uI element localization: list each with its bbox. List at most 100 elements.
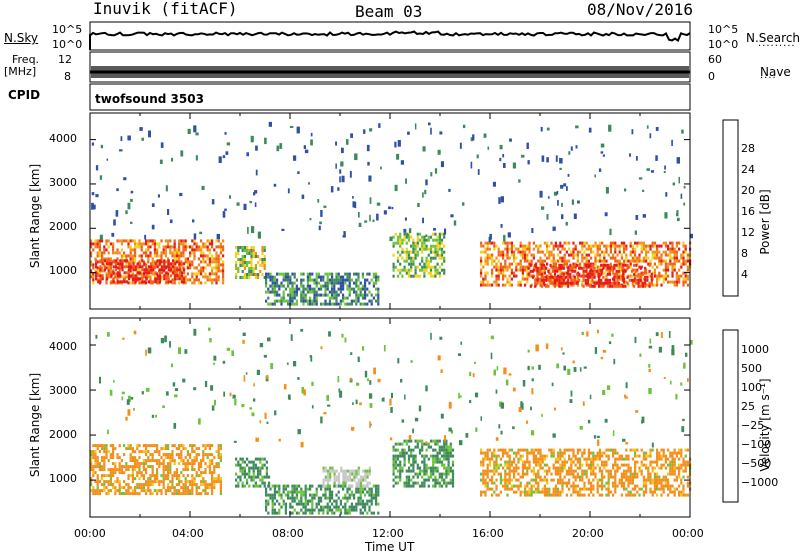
power-cell bbox=[237, 246, 240, 249]
power-cell bbox=[315, 296, 318, 300]
power-cell bbox=[143, 262, 146, 266]
power-cell bbox=[344, 278, 347, 282]
velocity-cell bbox=[392, 445, 395, 449]
power-cell bbox=[123, 277, 126, 281]
power-cell bbox=[156, 280, 159, 284]
velocity-cell bbox=[510, 463, 513, 467]
velocity-cell bbox=[601, 484, 604, 488]
power-cell bbox=[539, 280, 542, 284]
power-cell bbox=[90, 254, 93, 258]
velocity-cell bbox=[656, 472, 659, 476]
velocity-cell bbox=[156, 462, 159, 466]
power-cell bbox=[570, 253, 573, 257]
power-cell bbox=[160, 251, 163, 255]
velocity-cell bbox=[324, 496, 327, 500]
sparse-echo bbox=[689, 233, 693, 239]
power-cell bbox=[193, 251, 196, 255]
sparse-echo bbox=[664, 165, 666, 170]
velocity-cell bbox=[140, 483, 143, 487]
power-cell bbox=[540, 275, 543, 279]
power-cell bbox=[592, 265, 595, 269]
velocity-cell bbox=[151, 444, 154, 448]
power-cell bbox=[377, 287, 380, 291]
velocity-cell bbox=[324, 478, 327, 482]
sparse-echo bbox=[254, 202, 257, 207]
velocity-cell bbox=[304, 499, 307, 503]
power-cell bbox=[630, 269, 634, 273]
velocity-cell bbox=[182, 459, 185, 463]
velocity-cell bbox=[300, 502, 303, 506]
power-cell bbox=[572, 283, 575, 287]
velocity-cell bbox=[651, 448, 654, 452]
velocity-cell bbox=[335, 478, 338, 482]
velocity-cell bbox=[425, 454, 428, 458]
velocity-cell bbox=[607, 475, 610, 479]
power-cell bbox=[526, 244, 529, 248]
power-cell bbox=[335, 290, 338, 294]
velocity-cell bbox=[605, 454, 608, 458]
power-cell bbox=[499, 271, 502, 275]
power-cell bbox=[443, 259, 446, 263]
velocity-cell bbox=[350, 502, 353, 506]
velocity-cell bbox=[532, 451, 535, 455]
power-cell bbox=[396, 235, 400, 239]
power-cell bbox=[589, 284, 592, 288]
velocity-cell bbox=[287, 490, 290, 494]
velocity-cell bbox=[491, 469, 494, 473]
velocity-cell bbox=[167, 468, 170, 472]
velocity-cell bbox=[656, 484, 659, 488]
velocity-cell bbox=[649, 454, 652, 458]
velocity-cell bbox=[147, 456, 150, 460]
velocity-cell bbox=[178, 489, 181, 493]
velocity-cell bbox=[131, 459, 134, 463]
power-cell bbox=[191, 239, 194, 243]
power-cell bbox=[597, 269, 601, 273]
velocity-cell bbox=[134, 450, 137, 454]
power-cell bbox=[127, 281, 130, 285]
velocity-cell bbox=[410, 484, 413, 488]
velocity-cell bbox=[344, 511, 347, 515]
power-cell bbox=[656, 274, 659, 278]
velocity-cell bbox=[364, 505, 367, 509]
power-cell bbox=[675, 250, 678, 254]
power-cell bbox=[649, 244, 652, 248]
power-cell bbox=[591, 272, 594, 276]
velocity-cell bbox=[680, 490, 683, 494]
nsky-tick-top: 10^5 bbox=[52, 23, 83, 36]
power-cell bbox=[551, 266, 554, 270]
power-cell bbox=[608, 284, 612, 288]
power-cell bbox=[324, 281, 327, 285]
power-cell bbox=[331, 290, 334, 294]
velocity-cell bbox=[636, 454, 639, 458]
power-cell bbox=[167, 259, 170, 263]
power-cell bbox=[421, 241, 424, 245]
power-cell bbox=[560, 263, 563, 267]
power-cell bbox=[172, 259, 175, 263]
power-cell bbox=[313, 290, 316, 294]
velocity-cell bbox=[315, 505, 318, 509]
velocity-cell bbox=[627, 493, 630, 497]
velocity-cell bbox=[353, 469, 356, 473]
power-cell bbox=[335, 281, 338, 285]
power-cell bbox=[524, 250, 527, 254]
power-cell bbox=[578, 266, 581, 270]
power-cell bbox=[403, 238, 406, 242]
velocity-cbar-tick: −500 bbox=[741, 457, 772, 470]
velocity-cell bbox=[164, 474, 167, 478]
velocity-cell bbox=[184, 447, 187, 451]
power-cell bbox=[403, 250, 406, 254]
velocity-cell bbox=[425, 442, 428, 446]
power-cell bbox=[116, 260, 119, 264]
velocity-cell bbox=[271, 502, 274, 506]
power-cell bbox=[495, 280, 498, 284]
power-cell bbox=[215, 272, 218, 276]
velocity-cell bbox=[616, 484, 619, 488]
velocity-cell bbox=[257, 484, 260, 488]
power-cell bbox=[416, 274, 419, 278]
sparse-echo bbox=[571, 199, 574, 205]
power-cell bbox=[539, 259, 542, 263]
velocity-cell bbox=[129, 444, 132, 448]
velocity-cell bbox=[629, 466, 632, 470]
power-cell bbox=[129, 248, 132, 252]
power-cell bbox=[252, 249, 255, 252]
